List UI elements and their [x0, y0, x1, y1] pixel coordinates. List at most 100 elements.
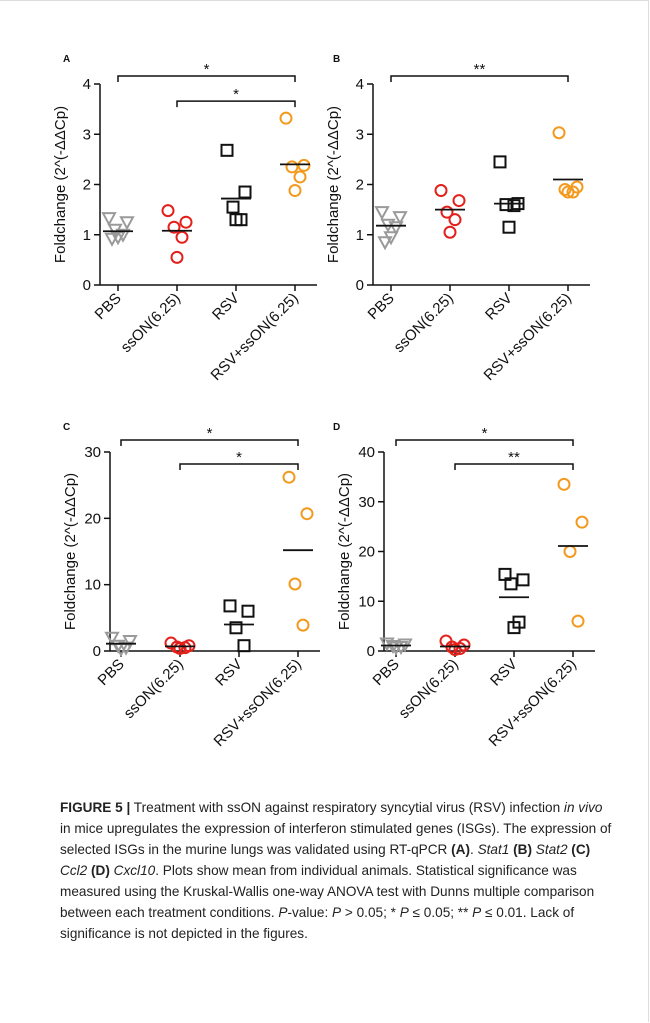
caption-run: (C) [571, 842, 591, 857]
data-point [229, 621, 243, 635]
data-point [223, 599, 237, 613]
x-tick-label: ssON(6.25) [396, 656, 462, 722]
caption-run: . [470, 842, 478, 857]
significance-label: ** [508, 449, 520, 466]
data-point [443, 225, 457, 239]
data-point [220, 143, 234, 157]
data-point [296, 618, 310, 632]
x-tick-label: ssON(6.25) [391, 290, 457, 356]
y-tick-label: 2 [83, 177, 91, 194]
data-point [440, 205, 454, 219]
caption-run: in mice upregulates the expression of in… [60, 821, 612, 857]
y-tick-label: 0 [93, 643, 101, 660]
significance-label: * [236, 449, 242, 466]
data-point [499, 198, 513, 212]
data-point [516, 573, 530, 587]
significance-bracket [395, 439, 574, 447]
data-point [104, 232, 120, 247]
data-point [385, 640, 401, 655]
significance-label: * [207, 425, 213, 442]
data-point [558, 183, 572, 197]
data-point [392, 211, 408, 226]
caption-run: P [332, 905, 342, 920]
data-point [119, 216, 135, 231]
significance-bracket [390, 75, 569, 82]
data-point [557, 477, 571, 491]
significance-label: ** [474, 61, 486, 78]
data-point [297, 158, 311, 172]
x-tick-label: RSV [482, 290, 516, 324]
data-point [374, 206, 390, 221]
data-point [173, 641, 187, 655]
y-tick-label: 20 [84, 510, 101, 527]
caption-run: ≤ 0.01. Lack of significance is not depi… [60, 905, 575, 941]
y-tick-label: 30 [358, 494, 375, 511]
data-point [300, 507, 314, 521]
data-point [388, 221, 404, 236]
data-point [388, 641, 404, 656]
data-point [122, 635, 138, 650]
data-point [288, 184, 302, 198]
caption-run: Ccl2 [60, 863, 88, 878]
significance-bracket [117, 75, 296, 82]
data-point [178, 641, 192, 655]
caption-run: P [399, 905, 409, 920]
data-point [282, 470, 296, 484]
x-tick-label: ssON(6.25) [118, 290, 184, 356]
significance-bracket [176, 100, 296, 108]
x-tick-label: PBS [370, 656, 403, 689]
significance-label: * [482, 425, 488, 442]
data-point [115, 228, 131, 243]
significance-label: * [233, 86, 239, 103]
y-tick-label: 2 [356, 177, 364, 194]
y-tick-label: 30 [84, 444, 101, 461]
caption-run: (A) [451, 842, 471, 857]
data-point [238, 185, 252, 199]
caption: FIGURE 5 | Treatment with ssON against r… [60, 797, 612, 944]
data-point [241, 604, 255, 618]
data-point [377, 236, 393, 251]
data-point [507, 621, 521, 635]
data-point [101, 212, 117, 227]
y-axis-label: Foldchange (2^(-ΔΔCp) [336, 473, 353, 630]
significance-bracket [120, 439, 299, 447]
caption-run: Stat2 [535, 842, 568, 857]
y-tick-label: 1 [356, 227, 364, 244]
panel-label: D [333, 422, 340, 433]
x-tick-label: RSV [487, 656, 521, 690]
x-tick-label: PBS [95, 656, 128, 689]
y-tick-label: 4 [83, 76, 91, 93]
y-tick-label: 20 [358, 544, 375, 561]
y-tick-label: 1 [83, 227, 91, 244]
data-point [285, 160, 299, 174]
data-point [288, 577, 302, 591]
x-tick-label: PBS [92, 290, 125, 323]
caption-run: P [472, 905, 482, 920]
y-tick-label: 10 [84, 577, 101, 594]
data-point [279, 111, 293, 125]
data-point [104, 631, 120, 646]
data-point [504, 577, 518, 591]
data-point [571, 614, 585, 628]
y-tick-label: 0 [356, 277, 364, 294]
data-point [493, 155, 507, 169]
data-point [453, 642, 467, 656]
x-tick-label: RSV [212, 656, 246, 690]
y-axis-label: Foldchange (2^(-ΔΔCp) [52, 106, 69, 263]
data-point [167, 220, 181, 234]
significance-bracket [179, 463, 299, 470]
data-point [452, 194, 466, 208]
caption-run: ≤ 0.05; ** [408, 905, 473, 920]
data-point [563, 545, 577, 558]
data-point [170, 250, 184, 264]
data-point [237, 639, 251, 653]
panel-label: A [63, 54, 70, 65]
significance-label: * [204, 61, 210, 78]
data-point [561, 185, 575, 199]
significance-bracket [454, 463, 574, 470]
data-point [448, 213, 462, 227]
panel-label: B [333, 54, 340, 65]
y-tick-label: 0 [367, 643, 375, 660]
